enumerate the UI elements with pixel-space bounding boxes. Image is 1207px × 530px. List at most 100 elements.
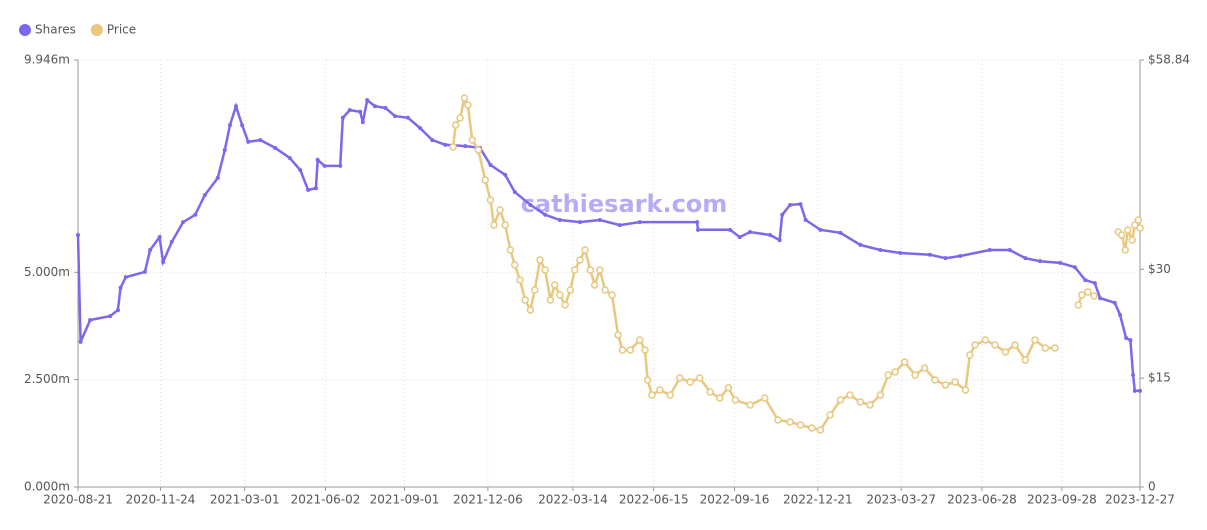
point — [313, 186, 318, 191]
point — [748, 229, 753, 234]
point — [617, 223, 622, 228]
point — [991, 341, 999, 349]
point — [1011, 341, 1019, 349]
point — [1051, 344, 1059, 352]
point — [516, 276, 524, 284]
point — [637, 220, 642, 225]
point — [338, 163, 343, 168]
point — [576, 256, 584, 264]
point — [258, 138, 263, 143]
point — [240, 123, 245, 128]
x-tick-label: 2022-06-15 — [619, 493, 689, 507]
point — [987, 248, 992, 253]
y2-tick-label: $30 — [1148, 262, 1171, 276]
point — [796, 421, 805, 429]
point — [546, 296, 555, 304]
x-tick-label: 2021-09-01 — [370, 493, 440, 507]
point — [570, 266, 579, 274]
point — [222, 147, 227, 152]
point — [590, 281, 599, 289]
y-tick-label: 5.000m — [24, 265, 70, 279]
point — [456, 114, 464, 122]
point — [1038, 259, 1043, 264]
point — [695, 374, 704, 382]
point — [731, 396, 740, 404]
point — [803, 217, 808, 222]
point — [911, 371, 919, 379]
point — [418, 126, 423, 131]
point — [816, 426, 825, 434]
point — [798, 202, 803, 207]
point — [392, 114, 397, 119]
x-tick-label: 2023-03-27 — [866, 493, 936, 507]
point — [891, 368, 899, 376]
point — [234, 104, 239, 109]
point — [123, 275, 128, 280]
legend-label: Price — [107, 23, 136, 37]
point — [1128, 236, 1136, 244]
point — [788, 202, 793, 207]
point — [460, 94, 469, 102]
point — [501, 221, 509, 229]
series-line — [451, 94, 1142, 432]
series-line — [76, 97, 1140, 393]
point — [1007, 248, 1012, 253]
point — [521, 296, 529, 304]
point — [449, 143, 457, 151]
point — [360, 120, 365, 125]
x-tick-label: 2020-11-24 — [126, 493, 196, 507]
point — [1031, 336, 1039, 344]
point — [648, 391, 656, 399]
point — [1138, 388, 1142, 393]
x-tick-label: 2023-09-28 — [1027, 493, 1097, 507]
point — [695, 220, 700, 225]
point — [838, 230, 843, 235]
point — [430, 138, 435, 143]
point — [561, 301, 569, 309]
point — [315, 157, 320, 162]
point — [737, 235, 742, 240]
point — [581, 246, 589, 254]
point — [927, 252, 932, 257]
point — [488, 163, 493, 168]
point — [1083, 278, 1088, 283]
x-tick-label: 2022-12-21 — [783, 493, 853, 507]
x-tick-label: 2023-12-27 — [1105, 493, 1175, 507]
legend-marker — [90, 24, 103, 36]
y-tick-label: 2.500m — [24, 372, 70, 386]
point — [347, 108, 352, 113]
point — [878, 248, 883, 253]
point — [464, 101, 472, 109]
point — [966, 351, 974, 359]
point — [531, 286, 539, 294]
point — [246, 139, 251, 144]
point — [641, 346, 649, 354]
point — [1121, 246, 1129, 254]
point — [148, 248, 153, 253]
point — [512, 190, 517, 195]
point — [577, 220, 582, 225]
point — [1112, 300, 1117, 305]
point — [900, 358, 909, 366]
point — [586, 266, 595, 274]
point — [556, 291, 564, 299]
point — [287, 156, 292, 161]
point — [1124, 336, 1129, 341]
watermark: cathiesark.com — [521, 190, 728, 218]
point — [322, 163, 327, 168]
point — [78, 339, 83, 344]
point — [846, 391, 854, 399]
point — [543, 212, 548, 217]
point — [142, 269, 147, 274]
point — [481, 176, 490, 184]
point — [358, 109, 363, 114]
point — [227, 123, 232, 128]
point — [372, 104, 377, 109]
point — [614, 331, 622, 339]
point — [76, 232, 80, 237]
point — [118, 285, 123, 290]
point — [474, 146, 483, 154]
x-tick-label: 2020-08-21 — [43, 493, 113, 507]
point — [746, 401, 754, 409]
